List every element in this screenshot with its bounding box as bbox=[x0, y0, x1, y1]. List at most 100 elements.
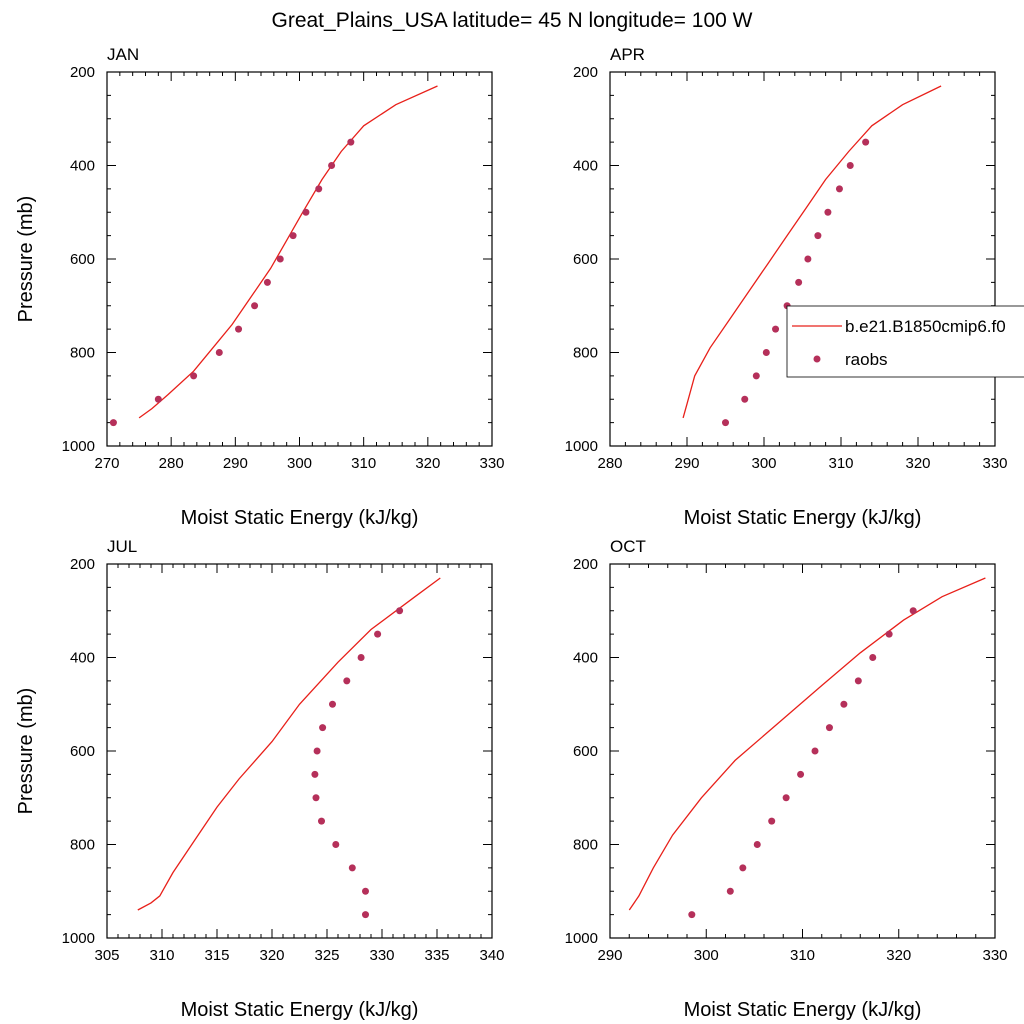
y-tick-label: 200 bbox=[573, 556, 598, 573]
obs-point bbox=[797, 770, 805, 778]
x-tick-label: 290 bbox=[674, 455, 699, 472]
model-series-line bbox=[138, 85, 438, 419]
obs-point bbox=[263, 278, 271, 286]
obs-point bbox=[315, 185, 323, 193]
y-tick-label: 600 bbox=[573, 743, 598, 760]
obs-point bbox=[329, 700, 336, 708]
x-tick-label: 320 bbox=[259, 947, 284, 964]
y-axis-label: Pressure (mb) bbox=[15, 688, 37, 815]
obs-point bbox=[862, 138, 870, 146]
plot-frame bbox=[609, 71, 996, 447]
x-tick-label: 335 bbox=[424, 947, 449, 964]
x-axis-label: Moist Static Energy (kJ/kg) bbox=[181, 507, 419, 529]
x-axis-label: Moist Static Energy (kJ/kg) bbox=[181, 999, 419, 1021]
y-tick-label: 200 bbox=[573, 64, 598, 81]
obs-point bbox=[109, 419, 117, 427]
y-tick-label: 1000 bbox=[62, 438, 95, 455]
x-tick-label: 310 bbox=[828, 455, 853, 472]
obs-point bbox=[782, 794, 790, 802]
y-tick-label: 400 bbox=[573, 650, 598, 667]
panel-oct: 290 300 310 320 330 200 400 600 800 1000 OCT Moist … bbox=[565, 537, 1008, 1021]
plot-frame bbox=[106, 563, 493, 939]
obs-point bbox=[319, 724, 327, 732]
obs-point bbox=[885, 630, 893, 638]
obs-point bbox=[348, 864, 356, 872]
x-tick-label: 315 bbox=[204, 947, 229, 964]
panel-jan: 270 280 290 300 310 320 330 200 400 600 800 1000 JAN… bbox=[15, 45, 505, 529]
obs-point bbox=[318, 817, 325, 825]
y-tick-label: 1000 bbox=[565, 438, 598, 455]
obs-point bbox=[396, 607, 404, 615]
panel-apr: 280 290 300 310 320 330 200 400 600 800 1000 APR Moi… bbox=[565, 45, 1008, 529]
obs-point bbox=[909, 607, 917, 615]
obs-point bbox=[726, 887, 734, 895]
y-tick-label: 400 bbox=[70, 158, 95, 175]
panel-jul: 305 310 315 320 325 330 335 340 200 400 600 800 1000… bbox=[15, 537, 505, 1021]
panel-title: JUL bbox=[107, 537, 137, 556]
x-tick-label: 300 bbox=[287, 455, 312, 472]
obs-point bbox=[824, 208, 832, 216]
x-tick-label: 310 bbox=[351, 455, 376, 472]
x-tick-label: 330 bbox=[479, 455, 504, 472]
y-tick-label: 200 bbox=[70, 64, 95, 81]
panel-title: JAN bbox=[107, 45, 139, 64]
obs-point bbox=[722, 419, 729, 427]
y-tick-label: 800 bbox=[70, 345, 95, 362]
x-tick-label: 310 bbox=[149, 947, 174, 964]
x-tick-label: 310 bbox=[790, 947, 815, 964]
x-tick-label: 290 bbox=[223, 455, 248, 472]
obs-point bbox=[332, 841, 340, 848]
obs-point bbox=[362, 887, 369, 895]
obs-point bbox=[154, 395, 162, 403]
obs-point bbox=[854, 677, 862, 685]
legend-model-label: b.e21.B1850cmip6.f0 bbox=[845, 317, 1006, 336]
obs-point bbox=[343, 677, 351, 685]
x-tick-label: 340 bbox=[479, 947, 504, 964]
y-tick-label: 600 bbox=[573, 251, 598, 268]
obs-point bbox=[804, 255, 812, 263]
x-tick-label: 320 bbox=[415, 455, 440, 472]
x-tick-label: 300 bbox=[751, 455, 776, 472]
x-tick-label: 305 bbox=[94, 947, 119, 964]
obs-point bbox=[357, 654, 365, 661]
legend-box bbox=[786, 305, 1024, 378]
figure-title: Great_Plains_USA latitude= 45 N longitud… bbox=[272, 9, 753, 32]
x-tick-label: 320 bbox=[905, 455, 930, 472]
obs-point bbox=[347, 138, 355, 146]
x-tick-label: 330 bbox=[982, 947, 1007, 964]
obs-point bbox=[814, 232, 822, 240]
obs-point bbox=[688, 911, 696, 919]
obs-point bbox=[251, 302, 259, 310]
model-series-line bbox=[682, 85, 942, 419]
y-tick-label: 400 bbox=[573, 158, 598, 175]
x-tick-label: 270 bbox=[94, 455, 119, 472]
obs-point bbox=[768, 817, 776, 825]
obs-point bbox=[190, 372, 198, 380]
panel-title: OCT bbox=[610, 537, 646, 556]
obs-point bbox=[311, 770, 319, 778]
legend: b.e21.B1850cmip6.f0 raobs bbox=[786, 305, 1024, 378]
y-tick-label: 800 bbox=[70, 837, 95, 854]
x-tick-label: 300 bbox=[694, 947, 719, 964]
panels-group: 270 280 290 300 310 320 330 200 400 600 800 1000 JAN… bbox=[15, 45, 1008, 1021]
y-tick-label: 600 bbox=[70, 251, 95, 268]
x-axis-label: Moist Static Energy (kJ/kg) bbox=[684, 999, 922, 1021]
obs-point bbox=[289, 232, 297, 240]
legend-obs-label: raobs bbox=[845, 350, 888, 369]
obs-point bbox=[825, 724, 833, 732]
x-tick-label: 330 bbox=[369, 947, 394, 964]
x-tick-label: 330 bbox=[982, 455, 1007, 472]
obs-point bbox=[362, 911, 369, 919]
x-tick-label: 280 bbox=[597, 455, 622, 472]
x-axis-label: Moist Static Energy (kJ/kg) bbox=[684, 507, 922, 529]
obs-point bbox=[762, 349, 770, 356]
y-tick-label: 600 bbox=[70, 743, 95, 760]
x-tick-label: 320 bbox=[886, 947, 911, 964]
obs-point bbox=[235, 325, 243, 333]
y-tick-label: 1000 bbox=[62, 930, 95, 947]
obs-point bbox=[739, 864, 747, 872]
y-tick-label: 200 bbox=[70, 556, 95, 573]
obs-point bbox=[795, 278, 803, 286]
obs-point bbox=[312, 794, 320, 802]
obs-point bbox=[772, 325, 780, 333]
